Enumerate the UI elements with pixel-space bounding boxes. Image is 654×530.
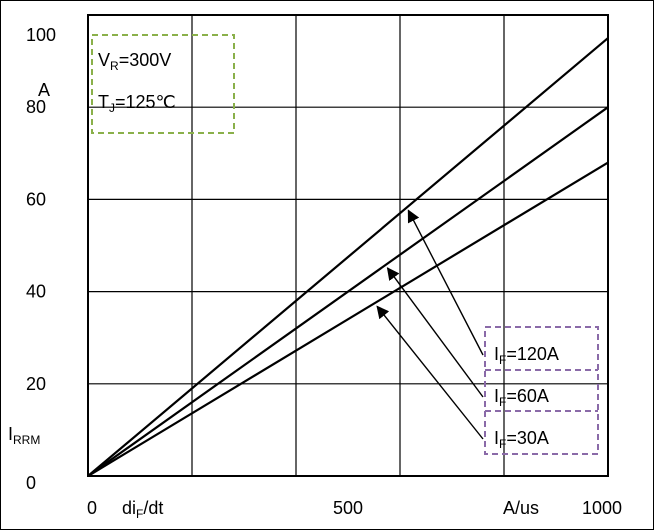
y-tick-label: 100 <box>26 25 56 45</box>
series-label-3: IF=30A <box>494 428 549 451</box>
y-axis-unit: A <box>38 80 50 100</box>
x-tick-label: 1000 <box>582 498 622 518</box>
series-label-2: IF=60A <box>494 386 549 409</box>
y-tick-label: 0 <box>26 473 36 493</box>
y-tick-label: 80 <box>26 97 46 117</box>
condition-tj: TJ=125℃ <box>98 92 176 115</box>
y-tick-label: 20 <box>26 374 46 394</box>
x-axis-unit: A/us <box>503 498 539 518</box>
series-arrow-1 <box>408 210 483 355</box>
x-tick-labels: 0 500 1000 <box>87 498 622 518</box>
condition-vr: VR=300V <box>98 50 171 73</box>
x-axis-label: diF/dt <box>122 498 163 521</box>
y-axis-label: IRRM <box>8 424 40 447</box>
plot-area <box>88 15 608 476</box>
series-arrow-2 <box>388 268 483 397</box>
x-tick-label: 0 <box>87 498 97 518</box>
grid <box>88 15 608 476</box>
x-tick-label: 500 <box>333 498 363 518</box>
y-tick-label: 40 <box>26 282 46 302</box>
y-tick-label: 60 <box>26 189 46 209</box>
